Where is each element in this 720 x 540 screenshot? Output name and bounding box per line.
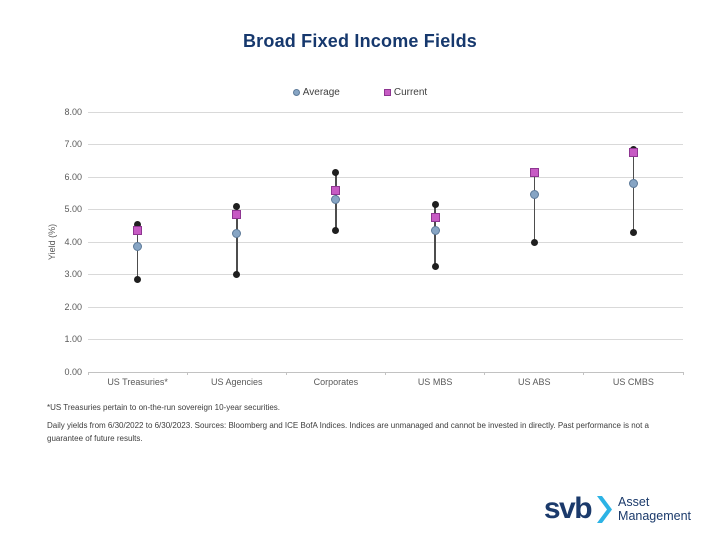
current-marker bbox=[430, 213, 440, 223]
range-line bbox=[434, 204, 436, 267]
gridline bbox=[88, 241, 683, 243]
x-category-label: US CMBS bbox=[612, 377, 654, 387]
gridline bbox=[88, 144, 683, 145]
svb-logo: svb Asset Management bbox=[544, 494, 691, 524]
range-line bbox=[533, 172, 535, 242]
low-marker bbox=[629, 228, 637, 236]
x-category-label: US MBS bbox=[417, 377, 453, 387]
legend-label-average: Average bbox=[302, 87, 340, 98]
x-category-label: US ABS bbox=[517, 377, 551, 387]
y-tick-label: 7.00 bbox=[64, 139, 82, 149]
y-tick-label: 6.00 bbox=[64, 171, 82, 182]
gridline bbox=[88, 209, 683, 210]
average-marker bbox=[628, 179, 638, 188]
y-tick-label: 0.00 bbox=[64, 366, 82, 377]
x-axis-tick bbox=[87, 372, 89, 375]
gridline bbox=[88, 306, 683, 308]
x-category-label: US Treasuries* bbox=[107, 377, 168, 387]
logo-asset-line: Asset bbox=[618, 494, 650, 509]
low-marker bbox=[233, 271, 241, 278]
x-axis-tick bbox=[186, 372, 188, 375]
x-axis-tick bbox=[484, 372, 486, 375]
high-marker bbox=[431, 201, 439, 209]
high-marker bbox=[233, 202, 241, 210]
current-marker bbox=[628, 148, 638, 158]
average-marker bbox=[529, 190, 539, 200]
svb-wordmark: svb bbox=[543, 492, 593, 525]
high-marker bbox=[134, 220, 142, 228]
current-marker bbox=[529, 167, 539, 177]
footnote-asterisk: *US Treasuries pertain to on-the-run sov… bbox=[47, 403, 280, 412]
y-tick-label: 8.00 bbox=[64, 106, 82, 117]
average-marker bbox=[331, 195, 341, 205]
chart-title: Broad Fixed Income Fields bbox=[242, 31, 478, 51]
low-marker bbox=[332, 227, 340, 235]
x-category-label: Corporates bbox=[313, 377, 359, 387]
footnote-disclaimer: Daily yields from 6/30/2022 to 6/30/2023… bbox=[47, 421, 649, 443]
low-marker bbox=[134, 275, 142, 283]
range-line bbox=[236, 206, 238, 275]
low-marker bbox=[530, 238, 538, 246]
average-marker bbox=[232, 229, 242, 239]
gridline bbox=[88, 274, 683, 275]
range-line bbox=[632, 149, 635, 233]
current-marker-icon bbox=[383, 89, 391, 96]
y-tick-label: 4.00 bbox=[64, 236, 82, 247]
x-axis-tick bbox=[285, 372, 287, 375]
logo-management-line: Management bbox=[618, 509, 691, 523]
gridline bbox=[88, 111, 683, 113]
legend-item-current: Current bbox=[383, 87, 428, 98]
current-marker bbox=[232, 209, 242, 219]
legend-item-average: Average bbox=[292, 87, 340, 98]
current-marker bbox=[331, 185, 341, 195]
average-marker bbox=[133, 242, 143, 252]
y-tick-label: 3.00 bbox=[64, 269, 82, 279]
chart-legend: Average Current bbox=[0, 87, 720, 98]
current-marker bbox=[133, 226, 143, 236]
x-axis-tick bbox=[682, 372, 684, 375]
y-tick-label: 2.00 bbox=[64, 301, 82, 312]
y-tick-label: 1.00 bbox=[64, 334, 82, 344]
y-tick-label: 5.00 bbox=[64, 204, 82, 214]
svb-logo-text: Asset Management bbox=[618, 495, 691, 524]
x-axis-tick bbox=[385, 372, 386, 375]
svb-chevron-icon bbox=[597, 495, 613, 523]
average-marker-icon bbox=[292, 89, 300, 96]
average-marker bbox=[430, 226, 440, 236]
x-axis-tick bbox=[583, 372, 585, 375]
range-line bbox=[136, 224, 139, 280]
high-marker bbox=[332, 168, 340, 176]
low-marker bbox=[431, 262, 439, 270]
gridline bbox=[88, 176, 683, 178]
gridline bbox=[88, 339, 683, 340]
x-category-label: US Agencies bbox=[210, 377, 263, 387]
legend-label-current: Current bbox=[393, 87, 428, 98]
